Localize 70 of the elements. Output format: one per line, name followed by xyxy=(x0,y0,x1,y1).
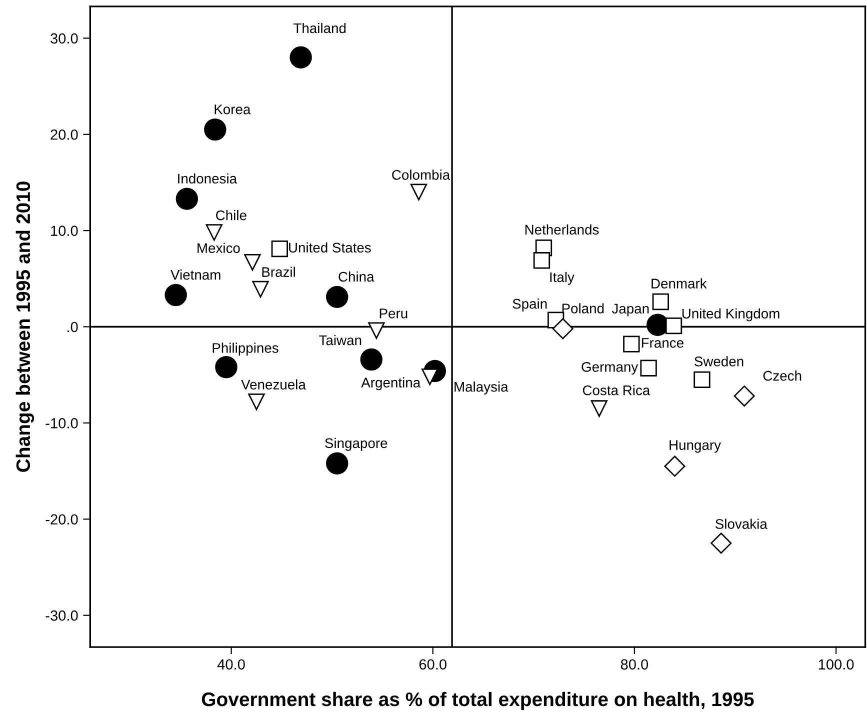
y-tick-label: -10.0 xyxy=(46,418,78,428)
annotation: Taiwan xyxy=(319,334,362,346)
annotation: Sweden xyxy=(694,356,744,366)
annotation: Czech xyxy=(763,370,802,381)
y-tick-label: -30.0 xyxy=(46,610,78,621)
point xyxy=(533,252,550,269)
annotation: Costa Rica xyxy=(582,385,650,396)
annotation: China xyxy=(338,271,374,282)
annotation: Singapore xyxy=(325,438,388,451)
y-tick-label: 20.0 xyxy=(50,129,78,140)
annotation: France xyxy=(642,338,684,348)
annotation: Colombia xyxy=(392,170,450,180)
point xyxy=(590,400,608,417)
point xyxy=(248,393,265,410)
point xyxy=(652,293,669,310)
annotation: Italy xyxy=(550,272,574,285)
annotation: Japan xyxy=(612,304,649,316)
point xyxy=(665,317,682,334)
annotation: Chile xyxy=(216,210,246,220)
point xyxy=(640,360,657,376)
annotation: Hungary xyxy=(670,440,721,453)
annotation: Slovakia xyxy=(716,518,768,529)
annotation: Spain xyxy=(512,298,547,312)
y-tick-label: -20.0 xyxy=(46,514,78,525)
annotation: Thailand xyxy=(294,22,346,34)
point xyxy=(271,240,288,258)
point xyxy=(215,356,238,378)
annotation: Venezuela xyxy=(241,379,306,390)
point xyxy=(176,188,198,210)
point xyxy=(623,336,640,352)
point xyxy=(694,371,710,388)
x-tick-label: 40.0 xyxy=(217,659,245,670)
point xyxy=(164,284,187,306)
annotation: Argentina xyxy=(361,377,421,390)
point xyxy=(710,532,732,554)
point xyxy=(244,254,261,271)
annotation: United Kingdom xyxy=(682,308,780,322)
y-tick-label: .0 xyxy=(68,322,78,332)
x-tick-label: 60.0 xyxy=(419,659,446,670)
point xyxy=(206,224,222,241)
y-axis-title: Change between 1995 and 2010 xyxy=(16,182,34,472)
point xyxy=(290,46,312,69)
annotation: Netherlands xyxy=(525,224,599,235)
y-tick-label: 30.0 xyxy=(50,33,78,44)
point xyxy=(326,452,348,474)
annotation: Mexico xyxy=(198,242,240,254)
point xyxy=(252,280,269,298)
point xyxy=(552,318,574,340)
x-axis-title: Government share as % of total expenditure on health, 1995 xyxy=(202,692,754,710)
annotation: Brazil xyxy=(262,266,295,277)
x-tick-label: 100.0 xyxy=(818,659,854,670)
point xyxy=(204,118,226,141)
annotation: Peru xyxy=(380,308,408,318)
annotation: Vietnam xyxy=(170,270,220,280)
x-tick-label: 80.0 xyxy=(620,659,648,670)
annotation: Philippines xyxy=(212,342,278,356)
annotation: Germany xyxy=(582,362,638,375)
annotation: United States xyxy=(289,242,371,253)
annotation: Denmark xyxy=(652,278,707,288)
point xyxy=(664,456,686,477)
point xyxy=(734,386,755,407)
point xyxy=(410,184,428,200)
annotation: Indonesia xyxy=(178,173,238,184)
annotation: Malaysia xyxy=(454,382,508,394)
point xyxy=(368,322,385,339)
point xyxy=(360,348,382,371)
annotation: Poland xyxy=(562,303,604,314)
point xyxy=(326,286,348,308)
y-tick-label: 10.0 xyxy=(51,226,78,236)
annotation: Korea xyxy=(214,104,251,114)
